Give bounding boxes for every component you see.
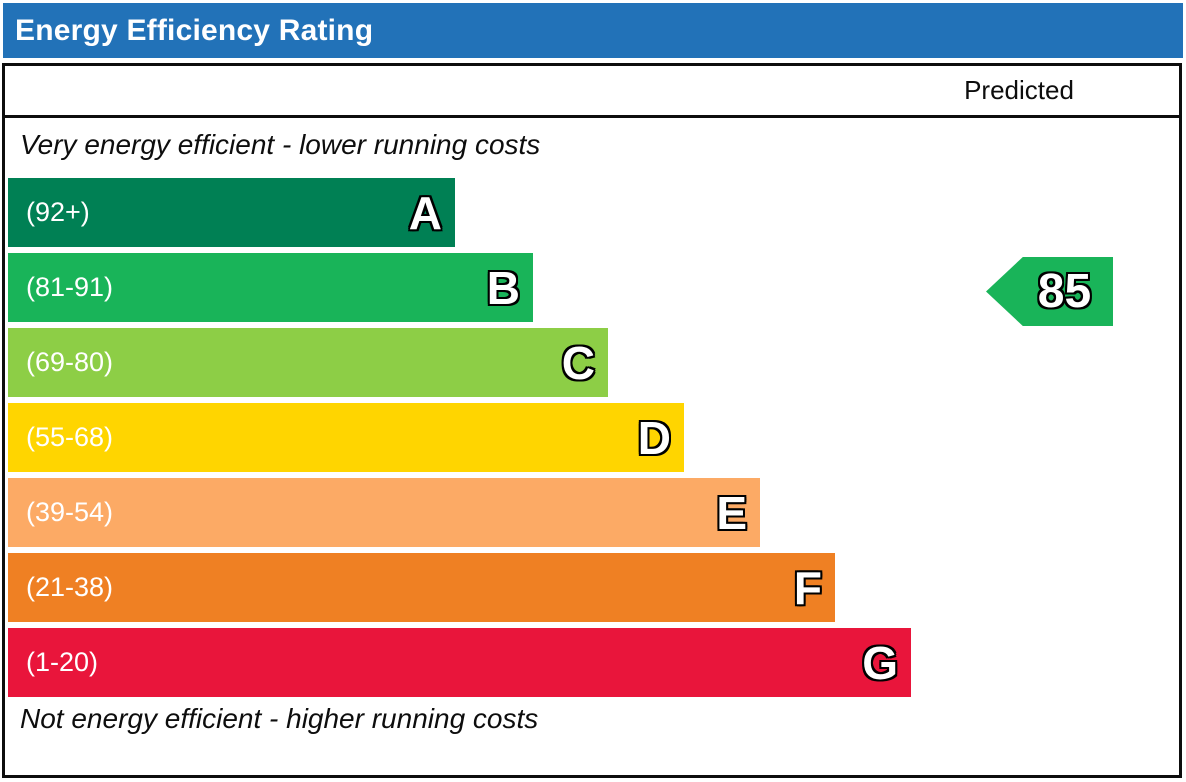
band-letter: E: [716, 486, 747, 539]
band-letter: A: [408, 186, 442, 239]
band-range: (39-54): [26, 497, 114, 527]
band-range: (69-80): [26, 347, 114, 377]
band-letter: C: [561, 336, 595, 389]
band-row-d: (55-68) D: [8, 403, 684, 472]
predicted-column-header: Predicted: [964, 75, 1074, 105]
band-range: (1-20): [26, 647, 99, 677]
title-bar: Energy Efficiency Rating: [3, 3, 1183, 58]
band-row-a: (92+) A: [8, 178, 455, 247]
chart-body: Predicted Very energy efficient - lower …: [2, 63, 1182, 778]
rating-value: 85: [1037, 264, 1092, 318]
bottom-note: Not energy efficient - higher running co…: [20, 703, 539, 734]
band-letter: G: [862, 636, 898, 689]
band-letter: B: [486, 261, 520, 314]
top-note: Very energy efficient - lower running co…: [20, 129, 541, 160]
band-letter: F: [793, 561, 822, 614]
header-row: Predicted: [5, 66, 1179, 118]
band-row-b: (81-91) B: [8, 253, 533, 322]
band-row-e: (39-54) E: [8, 478, 760, 547]
band-range: (21-38): [26, 572, 114, 602]
band-letter: D: [637, 411, 671, 464]
band-range: (92+): [26, 197, 90, 227]
band-range: (81-91): [26, 272, 114, 302]
rating-bands: (92+) A (81-91) B (69-80) C (55-68) D (3…: [8, 178, 1182, 703]
chart-title: Energy Efficiency Rating: [15, 13, 374, 47]
band-row-c: (69-80) C: [8, 328, 608, 397]
band-row-g: (1-20) G: [8, 628, 911, 697]
band-row-f: (21-38) F: [8, 553, 835, 622]
band-range: (55-68): [26, 422, 114, 452]
